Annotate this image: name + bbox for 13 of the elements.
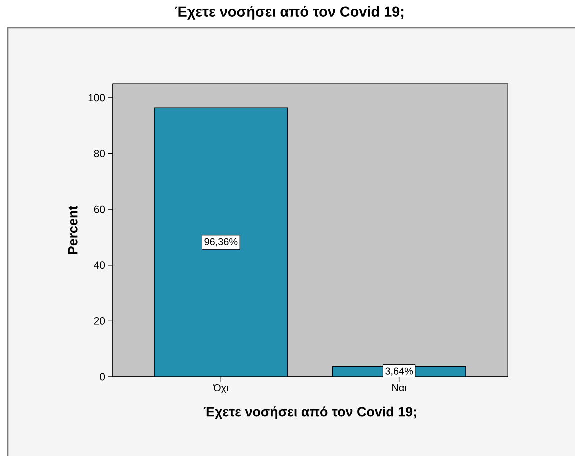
y-tick-label: 80 [94,150,106,158]
x-tick-label: Όχι [213,384,228,394]
chart-title: Έχετε νοσήσει από τον Covid 19; [175,6,404,20]
data-label: 96,36% [204,238,238,247]
y-tick-label: 20 [94,317,106,325]
data-label: 3,64% [386,368,414,376]
x-tick-label: Ναι [392,384,407,392]
y-tick-label: 0 [100,373,106,381]
y-tick-label: 60 [94,206,106,214]
y-tick-label: 40 [94,262,106,270]
y-tick-label: 100 [88,94,106,102]
y-axis-title: Percent [68,206,78,254]
x-axis-title: Έχετε νοσήσει από τον Covid 19; [204,406,416,420]
